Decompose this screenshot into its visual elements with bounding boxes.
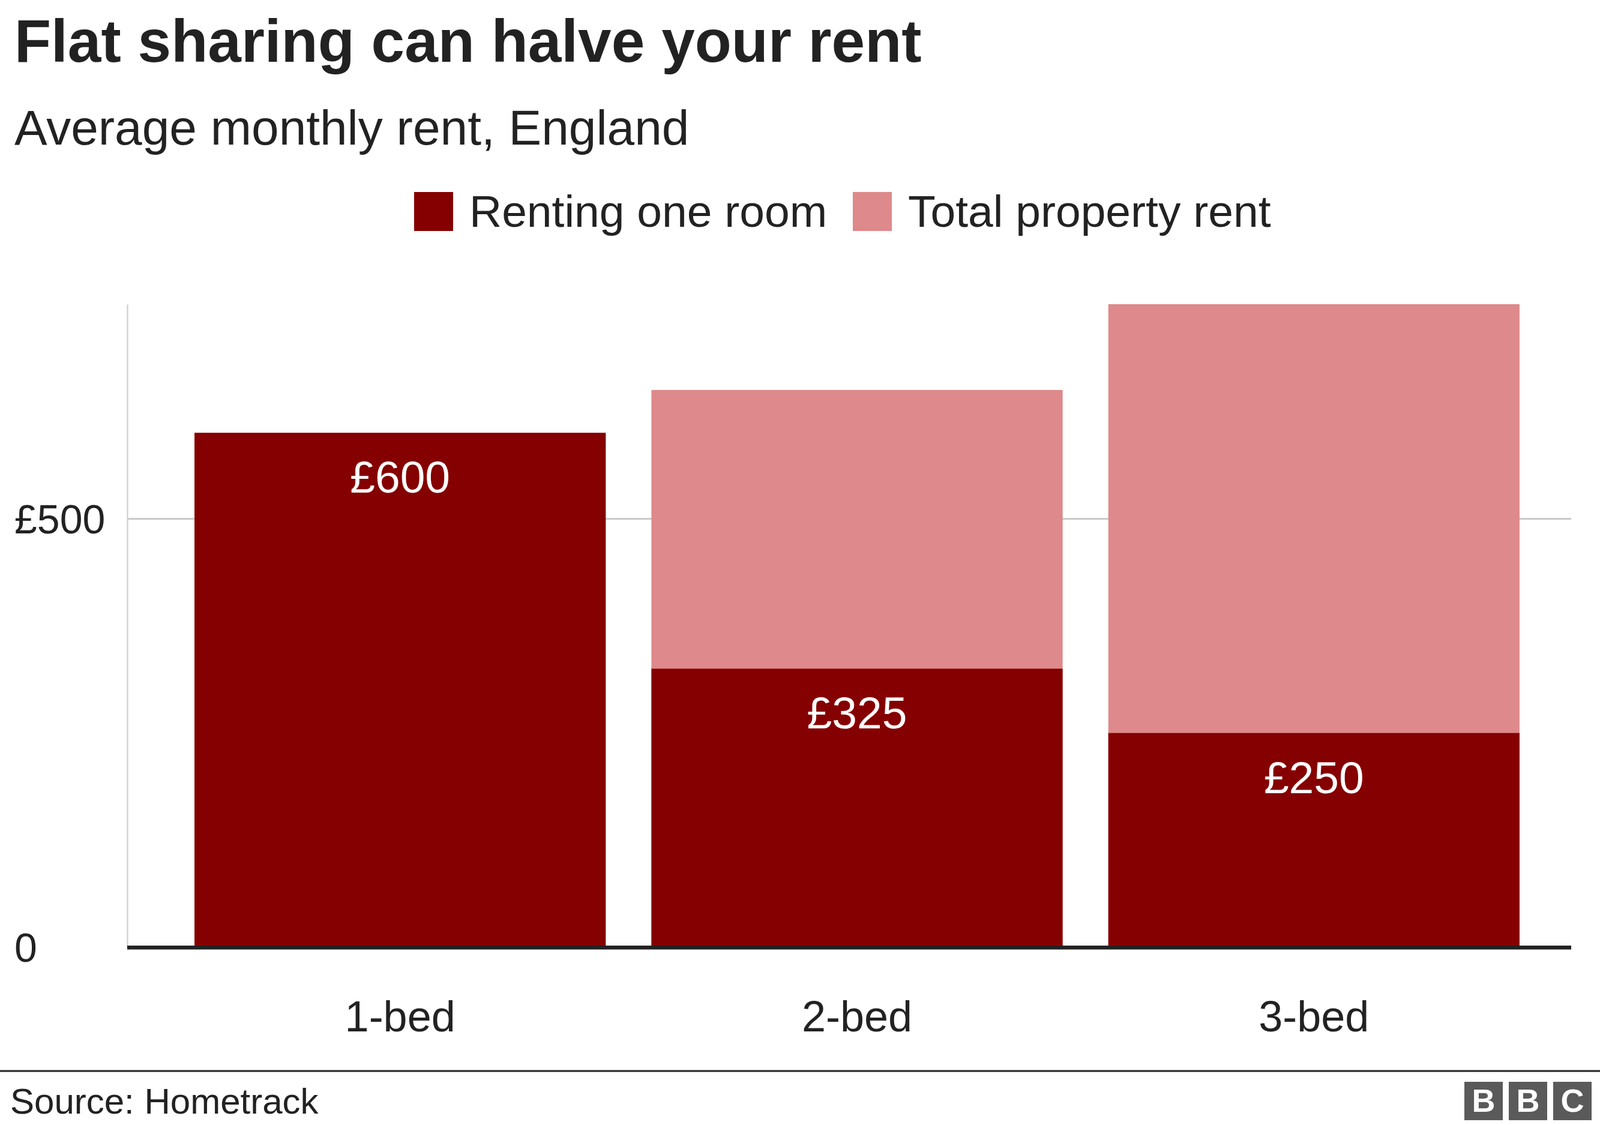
subtitle: Average monthly rent, England — [14, 100, 689, 155]
logo-letter: B — [1472, 1082, 1496, 1119]
y-axis-line — [127, 304, 129, 949]
bar — [194, 432, 606, 948]
logo-letter: C — [1560, 1082, 1585, 1119]
legend-swatch — [852, 192, 892, 232]
logo-box — [1464, 1082, 1503, 1121]
bar — [651, 390, 1063, 948]
footer-rule — [0, 1070, 1600, 1073]
title: Flat sharing can halve your rent — [14, 7, 922, 75]
x-tick: 2-bed — [801, 992, 913, 1041]
bar — [1108, 733, 1520, 948]
bar — [651, 668, 1063, 948]
chart: 0 £500 Flat sharing can halve your rent Ave… — [0, 0, 1600, 1125]
logo: BBC — [1464, 1082, 1592, 1121]
logo-box — [1508, 1082, 1548, 1121]
x-tick: 1-bed — [345, 992, 456, 1041]
data-label: £250 — [1263, 752, 1365, 804]
data-labels: £600 £325 £250 — [349, 451, 1365, 803]
legend: Renting one room Total property rent — [414, 186, 1272, 237]
x-tick-label: 2-bed — [801, 992, 913, 1041]
logo-letter: B — [1516, 1082, 1540, 1119]
x-tick-label: 3-bed — [1258, 992, 1369, 1041]
y-axis: 0 £500 — [14, 304, 1572, 972]
data-label: £325 — [807, 687, 908, 739]
source: Source: Hometrack — [10, 1081, 320, 1122]
x-tick: 3-bed — [1258, 992, 1369, 1041]
grid-line — [127, 946, 1572, 951]
bar — [194, 432, 606, 948]
legend-label: Total property rent — [908, 186, 1272, 237]
x-tick-label: 1-bed — [345, 992, 456, 1041]
x-axis: 1-bed 2-bed 3-bed — [345, 992, 1370, 1041]
data-label: £600 — [349, 451, 451, 503]
logo-box — [1553, 1082, 1592, 1121]
baseline — [127, 945, 1572, 950]
bars — [194, 304, 1520, 948]
legend-swatch — [414, 192, 454, 232]
legend-label: Renting one room — [469, 186, 828, 237]
y-tick-label: £500 — [14, 496, 106, 542]
bar — [1108, 304, 1520, 948]
y-tick-label: 0 — [14, 924, 38, 971]
